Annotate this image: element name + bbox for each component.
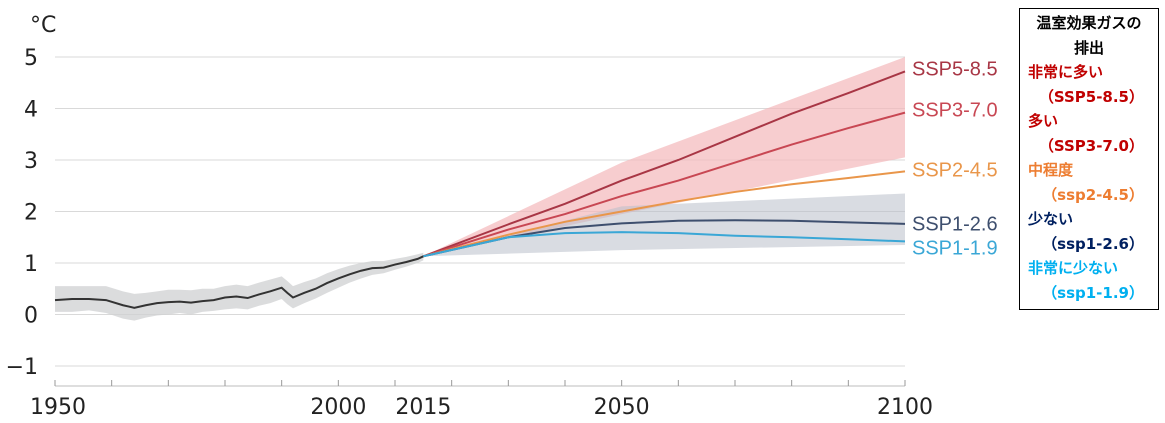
y-tick-label: −1 <box>6 355 38 380</box>
legend-entry-code: （SSP5-8.5） <box>1038 87 1144 106</box>
y-unit-label: °C <box>30 13 56 38</box>
legend-entry-name: 非常に少ない <box>1028 259 1119 277</box>
legend-entry-code: （SSP3-7.0） <box>1038 136 1144 155</box>
historical-band <box>55 252 424 321</box>
series-lines <box>54 70 906 309</box>
y-tick-label: 3 <box>24 149 38 174</box>
legend-entry-code: （ssp1-2.6） <box>1042 234 1144 253</box>
x-tick-labels: 1950 2000 2015 2050 2100 <box>30 395 933 420</box>
series-end-label: SSP5-8.5 <box>912 58 998 80</box>
legend-box: 温室効果ガスの 排出 非常に多い （SSP5-8.5） 多い （SSP3-7.0… <box>1019 8 1159 310</box>
legend-entry-code: （ssp2-4.5） <box>1042 185 1144 204</box>
y-tick-labels: −1 0 1 2 3 4 5 <box>6 46 38 380</box>
y-tick-label: 5 <box>24 46 38 71</box>
gridlines <box>55 56 905 387</box>
legend-entry: 少ない （ssp1-2.6） <box>1020 207 1158 256</box>
series-line <box>423 170 906 258</box>
legend-entry-code: （ssp1-1.9） <box>1042 283 1144 302</box>
y-tick-label: 1 <box>24 252 38 277</box>
legend-entry: 非常に多い （SSP5-8.5） <box>1020 60 1158 109</box>
legend-title-line1: 温室効果ガスの <box>1036 14 1142 32</box>
series-line <box>422 70 906 258</box>
legend-entry-name: 多い <box>1028 112 1059 130</box>
y-tick-label: 2 <box>24 201 38 226</box>
x-tick-label: 2100 <box>877 395 933 420</box>
y-tick-label: 0 <box>24 304 38 329</box>
legend-entry: 非常に少ない （ssp1-1.9） <box>1020 256 1158 305</box>
series-end-label: SSP2-4.5 <box>912 159 998 181</box>
uncertainty-bands <box>55 57 905 321</box>
legend-entry: 多い （SSP3-7.0） <box>1020 109 1158 158</box>
x-tick-label: 2015 <box>395 395 451 420</box>
x-tick-marks <box>54 380 906 386</box>
series-end-label: SSP1-2.6 <box>912 213 998 235</box>
legend-entry-name: 少ない <box>1028 210 1074 228</box>
series-line <box>423 231 906 258</box>
series-line <box>423 219 906 258</box>
series-end-labels: SSP5-8.5 SSP3-7.0 SSP2-4.5 SSP1-2.6 SSP1-1.9 <box>912 58 998 259</box>
legend-title-line2: 排出 <box>1073 38 1104 57</box>
projection-band <box>423 193 905 257</box>
x-tick-label: 2000 <box>310 395 366 420</box>
legend-entry-name: 中程度 <box>1028 161 1074 179</box>
x-tick-label: 1950 <box>30 395 86 420</box>
series-line <box>423 111 906 258</box>
series-end-label: SSP3-7.0 <box>912 100 998 122</box>
legend-entry: 中程度 （ssp2-4.5） <box>1020 158 1158 207</box>
projection-band <box>423 57 905 257</box>
legend-entry-name: 非常に多い <box>1028 63 1104 81</box>
historical-line <box>54 255 424 309</box>
x-tick-label: 2050 <box>594 395 650 420</box>
y-tick-label: 4 <box>24 98 38 123</box>
series-end-label: SSP1-1.9 <box>912 238 998 260</box>
